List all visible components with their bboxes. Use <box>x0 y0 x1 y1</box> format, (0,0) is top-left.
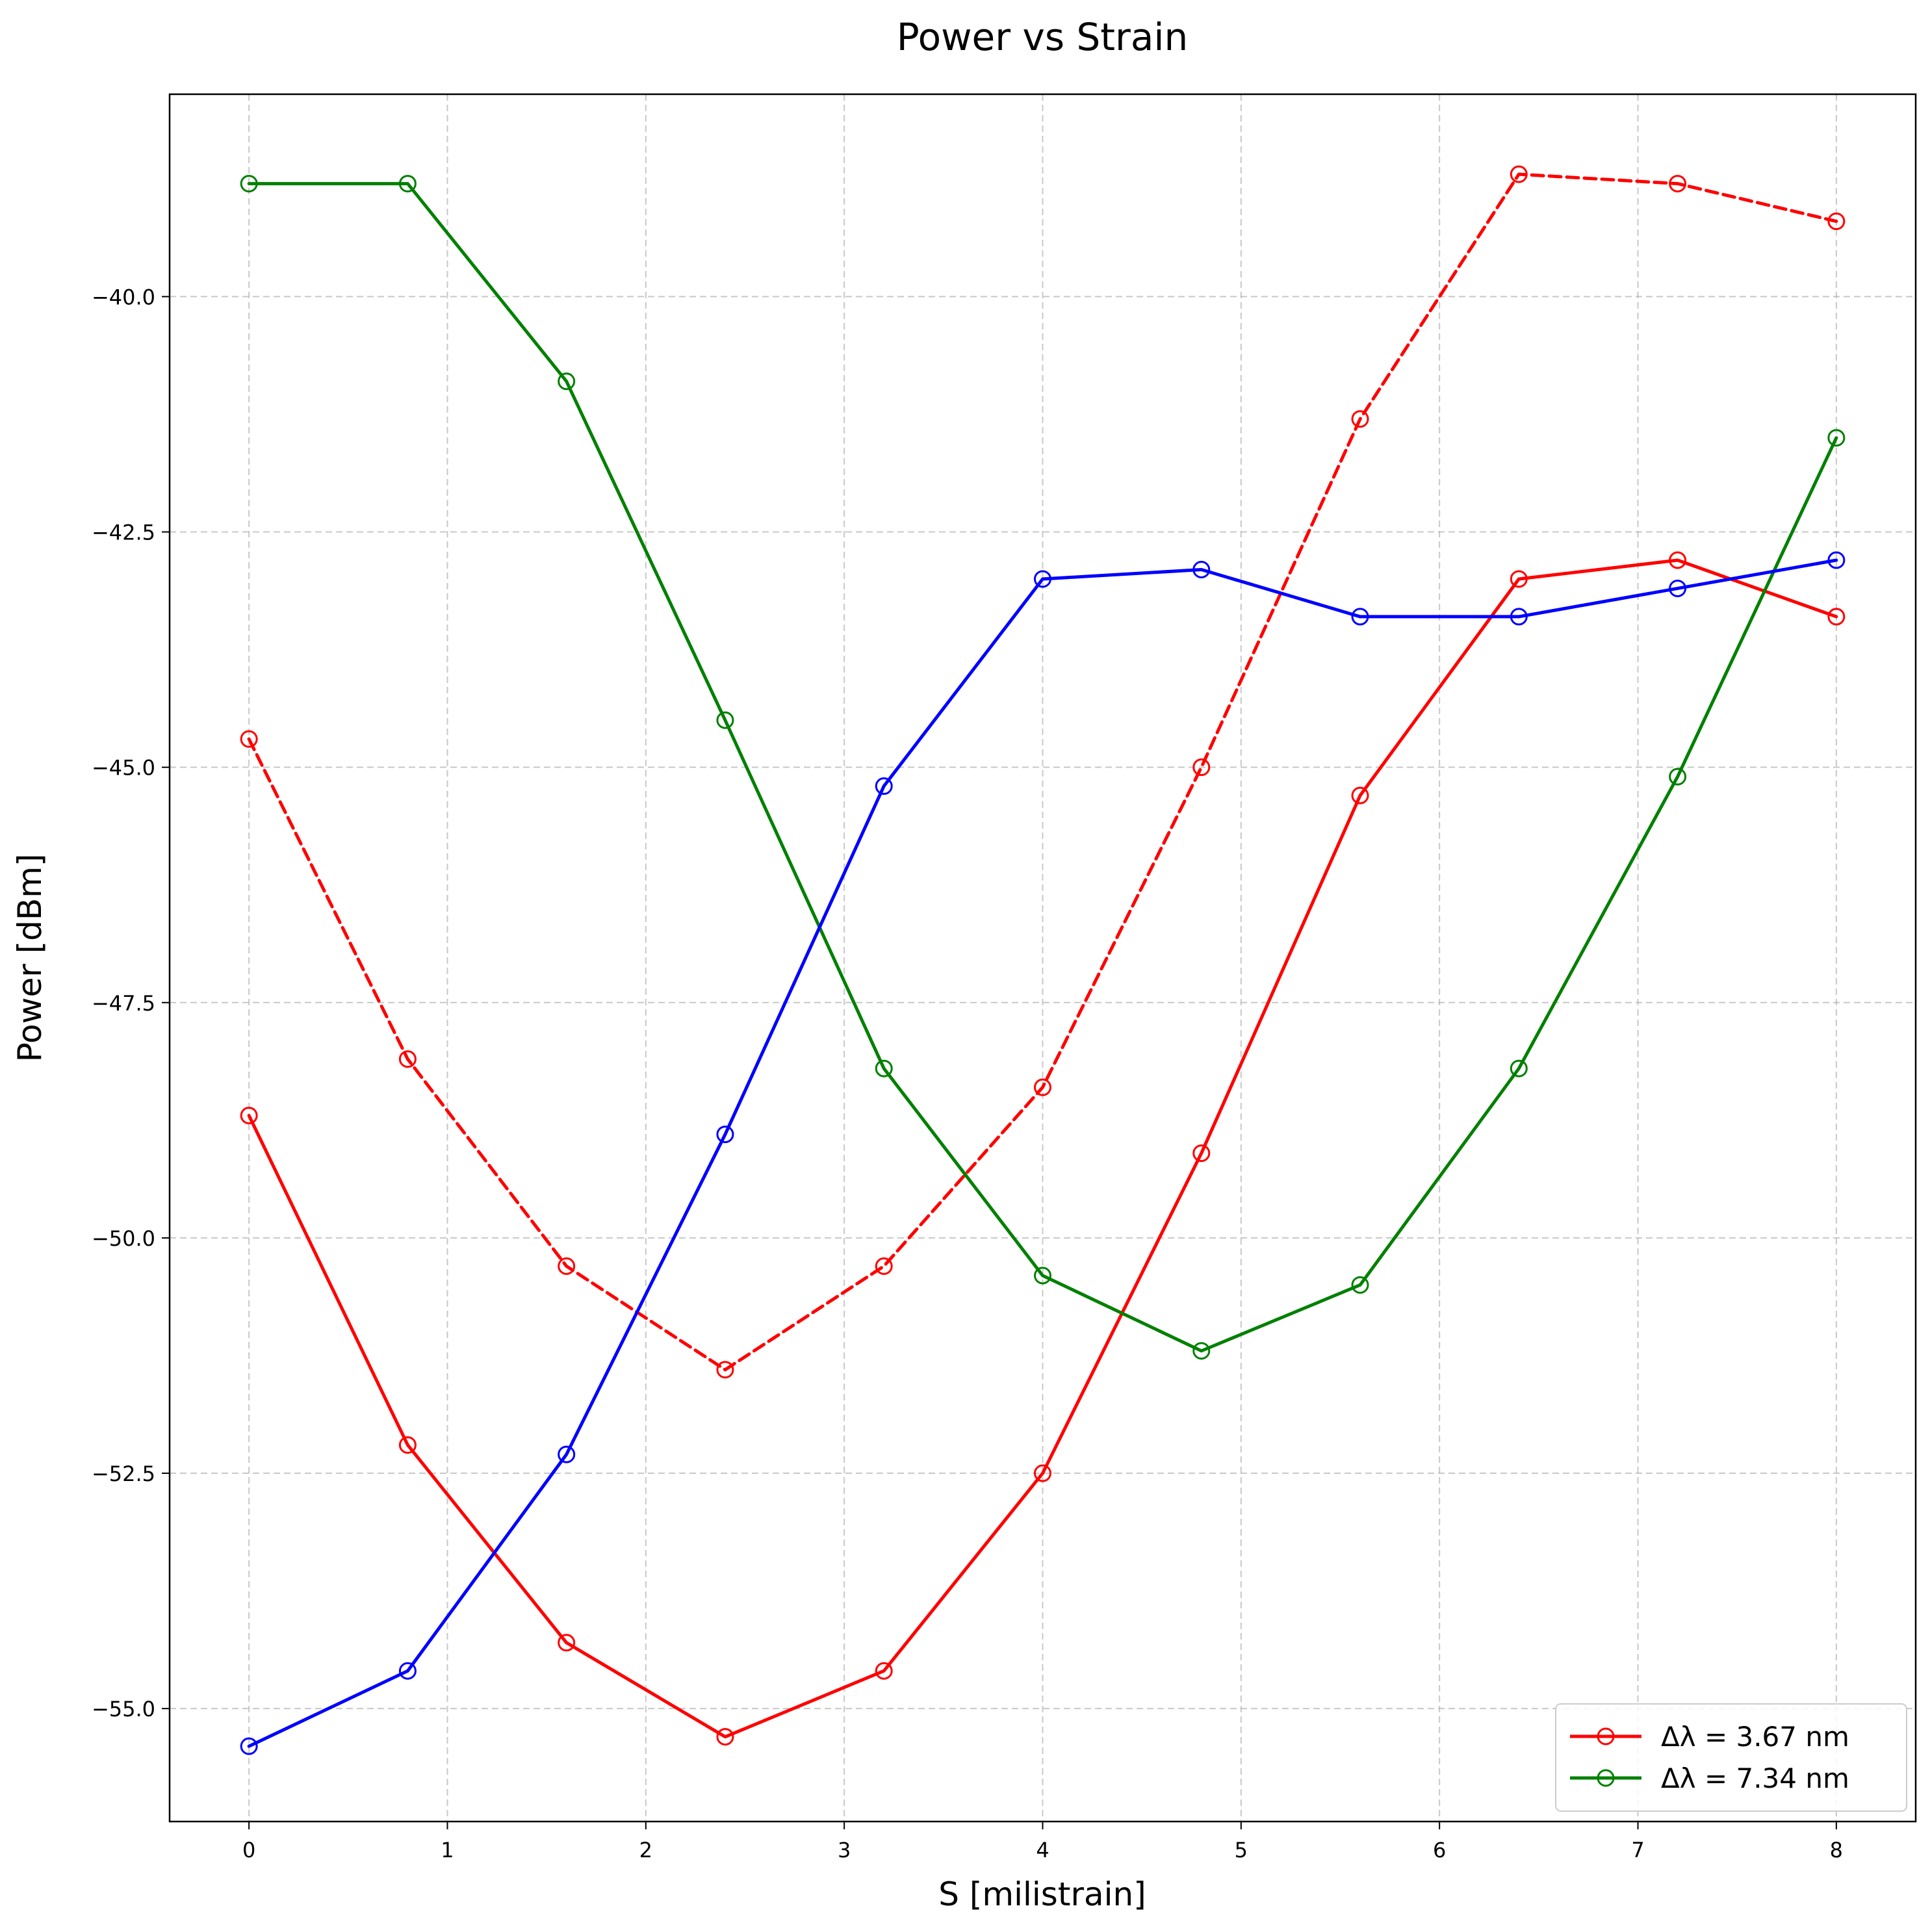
legend-label: Δλ = 7.34 nm <box>1661 1762 1849 1794</box>
data-point <box>1192 560 1211 578</box>
data-point <box>240 1737 258 1755</box>
data-point <box>558 372 576 391</box>
data-point <box>558 1445 576 1463</box>
x-tick-label: 5 <box>1235 1838 1248 1862</box>
data-point <box>875 1662 893 1680</box>
data-point <box>1510 165 1528 183</box>
series-group <box>240 165 1846 1755</box>
legend-marker <box>1597 1727 1615 1745</box>
data-point <box>240 175 258 193</box>
axis-ticks: 0 1 2 3 4 5 6 7 8 −40.0 −42.5 −45.0 −47.5 −50.0 −52.5 −… <box>92 285 1843 1862</box>
data-point <box>716 711 734 729</box>
data-point <box>1827 429 1846 447</box>
x-axis-label: S [milistrain] <box>938 1875 1146 1913</box>
chart-title: Power vs Strain <box>897 15 1189 59</box>
x-tick-label: 3 <box>838 1838 851 1862</box>
series-line <box>247 558 1838 1748</box>
x-tick-label: 0 <box>242 1838 255 1862</box>
data-point <box>1669 551 1687 569</box>
data-point <box>1192 758 1211 777</box>
y-tick-label: −45.0 <box>92 756 155 780</box>
data-point <box>1510 1059 1528 1077</box>
data-point <box>1827 551 1846 569</box>
data-point <box>875 777 893 795</box>
data-point <box>240 1107 258 1125</box>
x-tick-label: 8 <box>1830 1838 1843 1862</box>
data-point <box>1351 1276 1369 1294</box>
legend: Δλ = 3.67 nm Δλ = 7.34 nm <box>1555 1703 1907 1812</box>
data-point <box>1351 786 1369 805</box>
series-line <box>247 172 1838 1372</box>
grid <box>170 94 1916 1822</box>
x-tick-label: 1 <box>441 1838 454 1862</box>
series-line <box>247 558 1838 1739</box>
data-point <box>1669 767 1687 786</box>
legend-label: Δλ = 3.67 nm <box>1661 1721 1849 1753</box>
data-point <box>1034 1078 1051 1096</box>
data-point <box>875 1059 893 1077</box>
y-tick-label: −50.0 <box>92 1226 155 1251</box>
data-point <box>240 730 258 748</box>
data-point <box>398 1050 417 1068</box>
y-tick-label: −52.5 <box>92 1462 155 1486</box>
data-point <box>1351 410 1369 428</box>
data-point <box>1192 1144 1211 1163</box>
data-point <box>716 1728 734 1746</box>
data-point <box>1034 1267 1051 1285</box>
data-point <box>398 1436 417 1454</box>
data-point <box>398 175 417 193</box>
x-tick-label: 2 <box>639 1838 652 1862</box>
data-point <box>716 1126 734 1144</box>
data-point <box>558 1257 576 1275</box>
data-point <box>1827 608 1846 626</box>
data-point <box>1510 608 1528 626</box>
x-tick-label: 4 <box>1036 1838 1049 1862</box>
y-axis-label: Power [dBm] <box>11 854 49 1063</box>
y-tick-label: −55.0 <box>92 1697 155 1721</box>
y-tick-label: −42.5 <box>92 521 155 545</box>
data-point <box>1351 608 1369 626</box>
data-point <box>558 1634 576 1652</box>
legend-box <box>1555 1703 1907 1812</box>
data-point <box>1034 1464 1051 1482</box>
data-point <box>1827 213 1846 231</box>
x-tick-label: 6 <box>1433 1838 1446 1862</box>
data-point <box>398 1662 417 1680</box>
data-point <box>1034 570 1051 588</box>
series-line <box>247 182 1838 1353</box>
data-point <box>716 1361 734 1379</box>
legend-marker <box>1597 1769 1615 1787</box>
x-tick-label: 7 <box>1631 1838 1644 1862</box>
data-point <box>875 1257 893 1275</box>
data-point <box>1669 579 1687 597</box>
data-point <box>1669 175 1687 193</box>
data-point <box>1192 1342 1211 1360</box>
data-point <box>1510 570 1528 588</box>
y-tick-label: −40.0 <box>92 285 155 309</box>
y-tick-label: −47.5 <box>92 991 155 1016</box>
